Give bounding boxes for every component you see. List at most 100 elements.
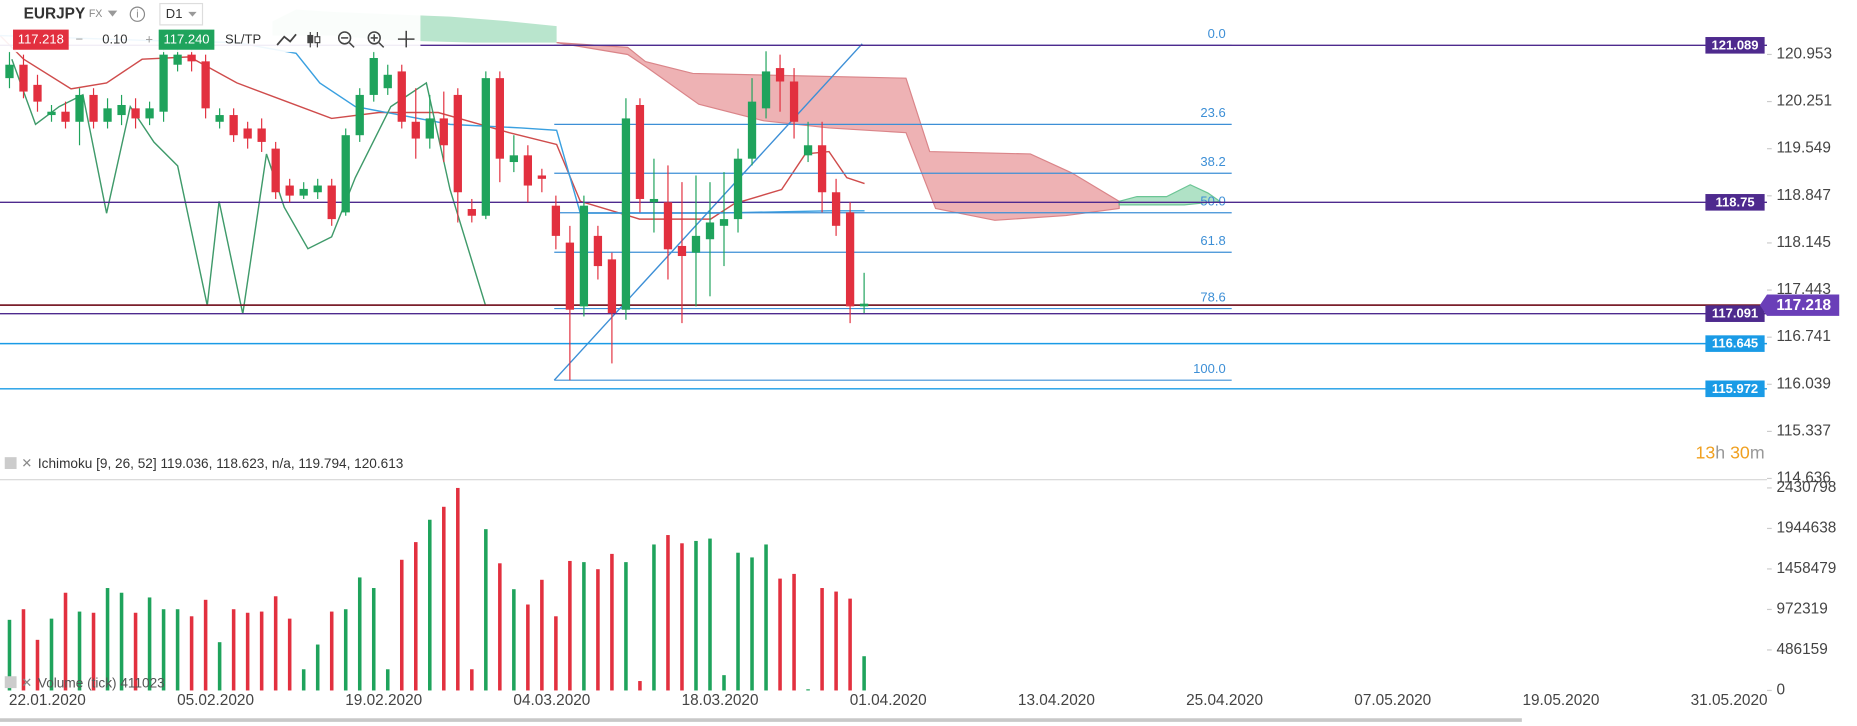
y-tick-label: 119.549	[1776, 140, 1830, 157]
candle-body	[75, 94, 84, 122]
candle-tool[interactable]	[307, 31, 321, 48]
zoom-out[interactable]	[337, 31, 355, 48]
price-tags: 121.089 118.75 117.091 116.645 115.972 117.21…	[1705, 37, 1840, 398]
buy-button[interactable]	[158, 29, 215, 50]
x-tick-label: 07.05.2020	[1354, 692, 1431, 709]
lot-minus[interactable]: −	[76, 32, 84, 47]
candle-body	[187, 54, 196, 62]
x-tick-label: 19.02.2020	[345, 692, 422, 709]
legend-icon[interactable]	[4, 676, 17, 689]
volume-bar	[35, 639, 40, 691]
last-price-tag	[1759, 294, 1840, 316]
volume-bar	[848, 598, 852, 691]
price-tag-label: 116.645	[1712, 336, 1758, 351]
candle-body	[47, 111, 56, 116]
sltp-button[interactable]: SL/TP	[225, 32, 261, 47]
volume-bar	[147, 597, 152, 691]
zoom-in[interactable]	[367, 31, 385, 48]
volume-bar	[203, 599, 208, 691]
price-tag	[1705, 305, 1765, 322]
candle-body	[551, 205, 561, 236]
lot-plus[interactable]: +	[145, 32, 153, 47]
y-tick-label: 117.443	[1776, 281, 1830, 298]
volume-bar	[582, 562, 586, 691]
volume-bar	[49, 618, 54, 691]
candle-body	[369, 58, 378, 95]
sell-button[interactable]	[13, 29, 69, 50]
volume-bar	[708, 538, 712, 691]
candle-timer: 13h 30m	[1696, 442, 1765, 462]
volume-bar	[217, 642, 222, 691]
volume-bar	[806, 689, 810, 691]
x-tick-label: 18.03.2020	[682, 692, 759, 709]
price-tag-label: 117.091	[1712, 306, 1758, 321]
volume-bar	[91, 612, 96, 691]
volume-bar	[399, 559, 404, 691]
fibonacci: 0.0 23.6 38.2 50.0 61.8 78.6 100.0	[554, 26, 1232, 381]
candle-body	[117, 104, 126, 116]
volume-bar	[512, 589, 516, 691]
volume-bar	[413, 542, 418, 691]
candle-body	[103, 108, 112, 122]
volume-bar	[189, 616, 194, 691]
volume-legend: ✕ Volume (tick) 411023	[4, 675, 165, 690]
candle-body	[131, 108, 140, 119]
fib-label: 38.2	[1200, 154, 1225, 169]
indicator-label: Ichimoku [9, 26, 52] 119.036, 118.623, n…	[38, 456, 403, 471]
y-tick-label: 2430798	[1776, 479, 1836, 496]
y-tick-label: 116.741	[1776, 328, 1830, 345]
volume-bar	[301, 669, 306, 691]
candle-body	[285, 185, 294, 196]
candles	[5, 44, 869, 381]
candle-body	[845, 212, 855, 307]
line-tool[interactable]	[276, 33, 297, 46]
y-tick-label: 0	[1776, 682, 1785, 699]
symbol[interactable]: EURJPY	[24, 5, 86, 22]
fib-label: 0.0	[1208, 26, 1226, 41]
info-button[interactable]	[129, 6, 146, 22]
volume-bar	[694, 540, 698, 691]
candle-body	[803, 145, 813, 156]
volume-bar	[862, 656, 866, 691]
pan-tool[interactable]	[397, 30, 415, 48]
candle-body	[61, 111, 70, 122]
candle-body	[649, 198, 659, 203]
volume-bar	[105, 588, 110, 691]
legend-icon[interactable]	[4, 457, 17, 469]
volume-bar	[442, 506, 446, 691]
candle-body	[215, 115, 224, 122]
candle-body	[677, 245, 687, 257]
candle-body	[341, 135, 350, 213]
candle-body	[439, 118, 448, 146]
volume-bar	[63, 592, 68, 691]
candle-body	[579, 205, 589, 307]
candle-body	[565, 242, 575, 310]
y-tick-label: 120.251	[1776, 93, 1832, 110]
y-tick-label: 1458479	[1776, 560, 1836, 577]
x-tick-label: 19.05.2020	[1522, 692, 1599, 709]
timeframe-select[interactable]	[159, 2, 204, 26]
volume-bar	[778, 578, 782, 691]
volume-bar	[498, 563, 502, 691]
y-tick-label: 118.847	[1776, 187, 1830, 204]
volume-bar	[470, 669, 474, 691]
volume-bar	[329, 611, 334, 691]
lot-size[interactable]: 0.10	[102, 32, 127, 47]
volume-bar	[652, 544, 656, 691]
volume-bar	[638, 681, 642, 691]
x-tick-label: 22.01.2020	[9, 692, 86, 709]
cloud-bearish	[556, 42, 1120, 221]
symbol-dropdown[interactable]	[107, 10, 118, 17]
candle-body	[159, 54, 168, 112]
candle-body	[5, 64, 14, 79]
volume-bar	[736, 552, 740, 691]
volume-bar	[722, 675, 726, 691]
y-tick-label: 116.039	[1776, 375, 1830, 392]
volume-bar	[175, 609, 180, 691]
legend-close[interactable]: ✕	[21, 675, 32, 690]
legend-close[interactable]: ✕	[21, 456, 32, 471]
volume-bar	[428, 519, 432, 691]
volume-bar	[231, 609, 236, 691]
candle-body	[327, 185, 336, 220]
